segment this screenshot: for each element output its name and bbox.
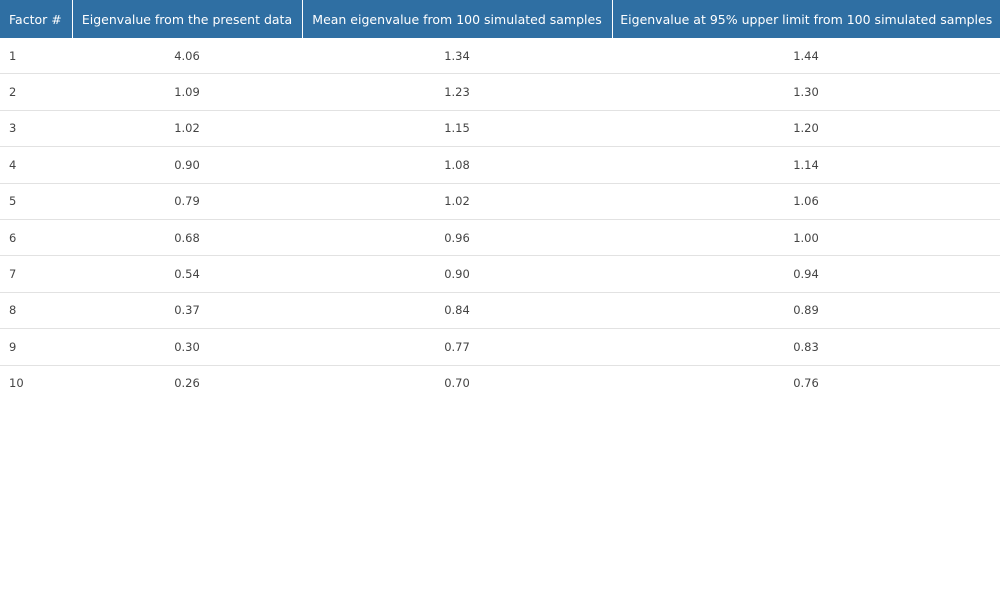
upper-limit-eigenvalue-cell: 1.44 bbox=[612, 38, 1000, 75]
upper-limit-eigenvalue-cell: 0.94 bbox=[612, 255, 1000, 293]
upper-limit-eigenvalue-cell: 1.20 bbox=[612, 110, 1000, 148]
factor-number-cell: 10 bbox=[9, 376, 24, 391]
mean-simulated-eigenvalue-cell: 1.02 bbox=[302, 183, 612, 220]
mean-simulated-eigenvalue-cell: 1.23 bbox=[302, 73, 612, 111]
factor-number-cell: 5 bbox=[0, 183, 72, 220]
factor-number-cell: 4 bbox=[0, 146, 72, 184]
table-row: 2 1.09 1.23 1.30 bbox=[0, 73, 1000, 111]
present-eigenvalue-cell: 0.30 bbox=[72, 328, 302, 366]
table-body: 1 4.06 1.34 1.44 2 1.09 1.23 1.30 3 1.02… bbox=[0, 38, 1000, 401]
header-row: Factor # Eigenvalue from the present dat… bbox=[0, 0, 1000, 38]
present-eigenvalue-cell: 0.79 bbox=[72, 183, 302, 220]
mean-simulated-eigenvalue-cell: 0.84 bbox=[302, 292, 612, 330]
present-eigenvalue-cell: 4.06 bbox=[72, 38, 302, 75]
mean-simulated-eigenvalue-cell: 1.08 bbox=[302, 146, 612, 184]
mean-simulated-eigenvalue-cell: 1.15 bbox=[302, 110, 612, 148]
factor-number-cell: 9 bbox=[0, 328, 72, 366]
upper-limit-eigenvalue-cell: 0.76 bbox=[793, 376, 819, 391]
factor-number-cell: 8 bbox=[0, 292, 72, 330]
present-eigenvalue-cell: 1.02 bbox=[72, 110, 302, 148]
header-mean-eigenvalue-simulated: Mean eigenvalue from 100 simulated sampl… bbox=[302, 0, 613, 38]
mean-simulated-eigenvalue-cell: 0.70 bbox=[444, 376, 470, 391]
upper-limit-eigenvalue-cell: 0.89 bbox=[612, 292, 1000, 330]
mean-simulated-eigenvalue-cell: 1.34 bbox=[302, 38, 612, 75]
table-row: 4 0.90 1.08 1.14 bbox=[0, 146, 1000, 184]
table-row: 10 0.26 0.70 0.76 bbox=[0, 365, 1000, 401]
factor-number-cell: 1 bbox=[0, 38, 72, 75]
table-row: 8 0.37 0.84 0.89 bbox=[0, 292, 1000, 330]
table-row: 5 0.79 1.02 1.06 bbox=[0, 183, 1000, 220]
factor-number-cell: 2 bbox=[0, 73, 72, 111]
table-row: 7 0.54 0.90 0.94 bbox=[0, 255, 1000, 293]
factor-number-cell: 3 bbox=[0, 110, 72, 148]
upper-limit-eigenvalue-cell: 1.14 bbox=[612, 146, 1000, 184]
mean-simulated-eigenvalue-cell: 0.90 bbox=[302, 255, 612, 293]
header-eigenvalue-95-upper-limit: Eigenvalue at 95% upper limit from 100 s… bbox=[612, 0, 1000, 38]
upper-limit-eigenvalue-cell: 1.06 bbox=[612, 183, 1000, 220]
table-row: 1 4.06 1.34 1.44 bbox=[0, 38, 1000, 75]
upper-limit-eigenvalue-cell: 0.83 bbox=[612, 328, 1000, 366]
present-eigenvalue-cell: 0.26 bbox=[174, 376, 200, 391]
mean-simulated-eigenvalue-cell: 0.77 bbox=[302, 328, 612, 366]
factor-number-cell: 7 bbox=[0, 255, 72, 293]
present-eigenvalue-cell: 0.90 bbox=[72, 146, 302, 184]
present-eigenvalue-cell: 0.68 bbox=[72, 219, 302, 257]
present-eigenvalue-cell: 0.37 bbox=[72, 292, 302, 330]
header-factor-number: Factor # bbox=[0, 0, 73, 38]
factor-number-cell: 6 bbox=[0, 219, 72, 257]
upper-limit-eigenvalue-cell: 1.30 bbox=[612, 73, 1000, 111]
present-eigenvalue-cell: 1.09 bbox=[72, 73, 302, 111]
mean-simulated-eigenvalue-cell: 0.96 bbox=[302, 219, 612, 257]
present-eigenvalue-cell: 0.54 bbox=[72, 255, 302, 293]
header-eigenvalue-present-data: Eigenvalue from the present data bbox=[72, 0, 303, 38]
eigenvalue-table: Factor # Eigenvalue from the present dat… bbox=[0, 0, 1000, 401]
table-row: 3 1.02 1.15 1.20 bbox=[0, 110, 1000, 148]
table-row: 9 0.30 0.77 0.83 bbox=[0, 328, 1000, 366]
table-row: 6 0.68 0.96 1.00 bbox=[0, 219, 1000, 257]
table-header: Factor # Eigenvalue from the present dat… bbox=[0, 0, 1000, 38]
upper-limit-eigenvalue-cell: 1.00 bbox=[612, 219, 1000, 257]
